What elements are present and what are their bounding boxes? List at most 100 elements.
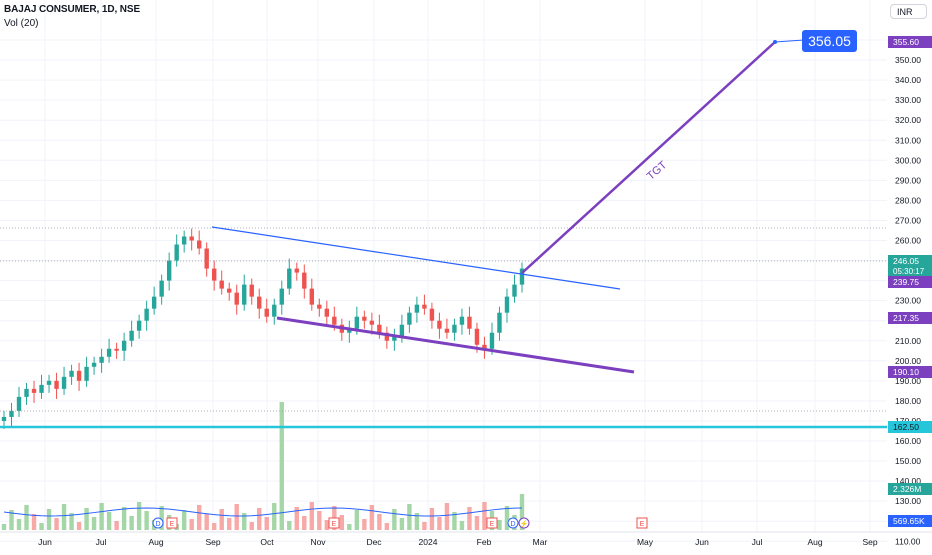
volume-bar xyxy=(317,511,322,530)
candle-body xyxy=(9,410,14,417)
candle-body xyxy=(39,384,44,393)
price-label-text: 569.65K xyxy=(893,516,925,526)
candle-body xyxy=(212,268,217,281)
volume-bar xyxy=(444,503,450,530)
candle-body xyxy=(384,332,390,341)
volume-ma-line xyxy=(3,507,523,517)
y-tick-label: 130.00 xyxy=(895,496,921,506)
volume-bar xyxy=(84,508,89,530)
candle-body xyxy=(414,304,420,313)
event-marker-letter: E xyxy=(490,521,495,528)
candle-body xyxy=(136,320,142,331)
volume-bar xyxy=(69,513,74,530)
volume-bar xyxy=(377,514,382,530)
candle-body xyxy=(489,332,495,349)
y-tick-label: 330.00 xyxy=(895,95,921,105)
volume-bar xyxy=(287,521,292,530)
price-label-breakout-line xyxy=(888,276,932,288)
x-tick-label: May xyxy=(637,537,654,547)
volume-bar xyxy=(61,504,67,530)
x-tick-label: Sep xyxy=(862,537,877,547)
x-tick-label: Dec xyxy=(366,537,382,547)
candle-body xyxy=(512,284,517,297)
volume-bar xyxy=(24,505,29,530)
candle-body xyxy=(407,312,412,325)
candle-body xyxy=(61,376,67,389)
candle-body xyxy=(392,336,397,341)
y-tick-label: 140.00 xyxy=(895,476,921,486)
event-marker-letter: ⚡ xyxy=(520,519,529,528)
candle-body xyxy=(196,240,202,249)
candle-body xyxy=(452,324,457,333)
price-label-support-line-value xyxy=(888,312,932,324)
candle-body xyxy=(317,304,322,309)
volume-bar xyxy=(257,508,262,530)
dividend-marker xyxy=(152,517,164,529)
candle-body xyxy=(76,370,82,381)
candle-body xyxy=(482,344,487,349)
event-marker-letter: D xyxy=(155,521,160,528)
earnings-marker xyxy=(166,517,178,529)
volume-bar xyxy=(189,519,194,530)
x-tick-label: 2024 xyxy=(419,537,438,547)
y-tick-label: 200.00 xyxy=(895,356,921,366)
price-label-support-line-end xyxy=(888,366,932,378)
target-callout-box xyxy=(802,30,857,52)
event-marker-letter: E xyxy=(640,521,645,528)
candle-body xyxy=(24,388,29,397)
candle-layer xyxy=(1,228,525,429)
candle-body xyxy=(347,328,352,333)
y-tick-label: 300.00 xyxy=(895,155,921,165)
candle-body xyxy=(159,280,164,297)
candle-body xyxy=(474,328,480,345)
symbol-title[interactable]: BAJAJ CONSUMER, 1D, NSE xyxy=(4,4,141,15)
candle-body xyxy=(151,296,157,309)
volume-layer xyxy=(1,402,525,530)
candle-body xyxy=(362,316,367,321)
candle-body xyxy=(249,284,254,297)
candle-body xyxy=(106,348,112,357)
volume-bar xyxy=(339,515,345,530)
volume-bar xyxy=(474,516,480,530)
target-point xyxy=(773,40,777,44)
x-tick-label: Feb xyxy=(477,537,492,547)
price-label-horizontal-support xyxy=(888,421,932,433)
price-label-text: 246.05 xyxy=(893,256,919,266)
candle-body xyxy=(31,388,37,393)
grid-layer xyxy=(0,0,887,542)
candle-body xyxy=(54,380,59,389)
y-tick-label: 230.00 xyxy=(895,296,921,306)
tgt-label: TGT xyxy=(645,159,670,183)
price-label-text: 239.75 xyxy=(893,277,919,287)
volume-bar xyxy=(9,510,14,530)
volume-bar xyxy=(91,517,97,530)
volume-bar xyxy=(159,506,164,530)
event-marker-letter: D xyxy=(510,521,515,528)
earnings-marker xyxy=(636,517,648,529)
candle-body xyxy=(332,316,337,325)
volume-bar xyxy=(467,507,472,530)
candle-body xyxy=(69,370,74,377)
volume-bar xyxy=(234,504,239,530)
target-connector-line xyxy=(774,39,805,43)
price-label-text: 190.10 xyxy=(893,367,919,377)
y-tick-label: 190.00 xyxy=(895,376,921,386)
volume-bar xyxy=(437,517,442,530)
volume-bar xyxy=(264,517,269,530)
y-tick-label: 280.00 xyxy=(895,195,921,205)
candle-body xyxy=(91,362,97,367)
volume-bar xyxy=(99,503,104,530)
currency-button[interactable]: INR xyxy=(890,4,927,19)
descending-resistance-line xyxy=(211,226,621,290)
price-label-volume-ma xyxy=(888,515,932,527)
volume-bar xyxy=(324,520,330,530)
x-tick-label: Nov xyxy=(310,537,326,547)
candle-body xyxy=(264,308,269,317)
x-tick-label: Jun xyxy=(38,537,52,547)
volume-bar xyxy=(76,522,82,530)
volume-bar xyxy=(347,524,352,530)
volume-indicator-title[interactable]: Vol (20) xyxy=(4,18,39,29)
earnings-marker xyxy=(328,517,340,529)
volume-bar xyxy=(219,509,224,530)
